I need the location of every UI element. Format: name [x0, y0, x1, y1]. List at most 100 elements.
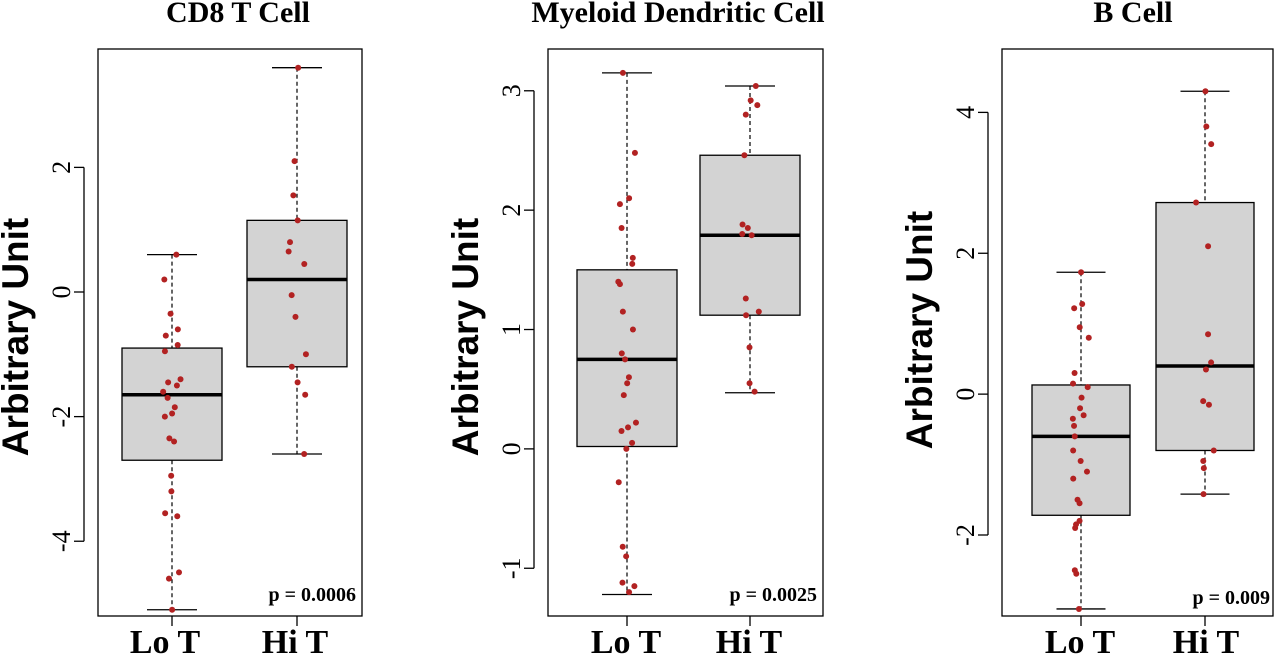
data-point	[616, 281, 623, 288]
data-point	[1076, 500, 1083, 507]
data-point	[615, 479, 622, 486]
iqr-box	[1031, 384, 1131, 516]
data-point	[632, 419, 639, 426]
x-tick-label: Hi T	[716, 624, 783, 656]
data-point	[619, 579, 626, 586]
y-tick-label: 1	[497, 323, 526, 336]
data-point	[754, 102, 761, 109]
y-tick-label: -4	[47, 530, 76, 552]
x-tick-label: Hi T	[1173, 624, 1240, 656]
data-point	[1077, 458, 1084, 465]
data-point	[629, 254, 636, 261]
data-point	[746, 380, 753, 387]
data-point	[292, 313, 299, 320]
data-point	[161, 276, 168, 283]
iqr-box	[1155, 201, 1255, 452]
data-point	[747, 97, 754, 104]
panel-cd8-t-cell: CD8 T Cell Arbitrary Unit p = 0.0006 Lo …	[0, 0, 363, 656]
data-point	[1083, 468, 1090, 475]
panel-title: Myeloid Dendritic Cell	[531, 0, 824, 29]
data-point	[616, 201, 623, 208]
data-point	[625, 374, 632, 381]
data-point	[160, 388, 167, 395]
data-point	[752, 83, 759, 90]
data-point	[288, 292, 295, 299]
data-point	[1069, 415, 1076, 422]
y-tick-label: 2	[951, 247, 980, 260]
y-tick-label: 0	[47, 286, 76, 299]
data-point	[629, 326, 636, 333]
p-value-annotation: p = 0.0025	[729, 584, 817, 606]
data-point	[618, 427, 625, 434]
data-point	[285, 248, 292, 255]
data-point	[1070, 380, 1077, 387]
data-point	[288, 363, 295, 370]
y-tick-label: 0	[951, 388, 980, 401]
data-point	[302, 351, 309, 358]
x-tick-label: Lo T	[1045, 624, 1116, 656]
data-point	[301, 260, 308, 267]
data-point	[619, 543, 626, 550]
data-point	[1071, 422, 1078, 429]
iqr-box	[246, 219, 348, 368]
data-point	[171, 438, 178, 445]
data-point	[1084, 384, 1091, 391]
data-point	[620, 392, 627, 399]
data-point	[619, 308, 626, 315]
data-point	[302, 391, 309, 398]
y-tick-label: -2	[47, 406, 76, 428]
data-point	[1076, 324, 1083, 331]
data-point	[1205, 243, 1212, 250]
data-point	[1200, 458, 1207, 465]
data-point	[1071, 370, 1078, 376]
y-tick-label: -1	[497, 557, 526, 579]
data-point	[618, 225, 625, 232]
y-tick-label: -2	[951, 524, 980, 546]
data-point	[177, 376, 184, 383]
data-point	[1205, 401, 1212, 408]
data-point	[173, 382, 180, 389]
data-point	[161, 413, 168, 420]
data-point	[625, 424, 632, 431]
data-point	[164, 394, 171, 401]
data-point	[1080, 412, 1087, 419]
data-point	[624, 380, 631, 387]
data-point	[1070, 447, 1077, 454]
data-point	[623, 553, 630, 560]
data-point	[1073, 570, 1080, 577]
plot-frame	[1001, 48, 1274, 617]
panel-title: B Cell	[1093, 0, 1172, 29]
data-point	[166, 435, 173, 442]
data-point	[1202, 88, 1209, 95]
data-point	[629, 260, 636, 267]
data-point	[1208, 359, 1215, 366]
data-point	[618, 350, 625, 357]
data-point	[746, 344, 753, 351]
data-point	[165, 379, 172, 386]
data-point	[162, 510, 169, 517]
data-point	[174, 326, 181, 333]
data-point	[739, 221, 746, 228]
panel-title: CD8 T Cell	[166, 0, 310, 29]
data-point	[161, 348, 168, 355]
data-point	[1202, 366, 1209, 373]
y-axis-label: Arbitrary Unit	[0, 218, 36, 456]
data-point	[1078, 269, 1085, 276]
data-point	[755, 308, 762, 315]
data-point	[1071, 305, 1078, 312]
data-point	[1075, 605, 1082, 612]
data-point	[751, 388, 758, 395]
p-value-annotation: p = 0.0006	[268, 584, 356, 606]
data-point	[168, 488, 175, 495]
data-point	[290, 192, 297, 199]
data-point	[301, 451, 308, 457]
data-point	[623, 445, 630, 452]
data-point	[287, 239, 294, 246]
panel-b-cell: B Cell Arbitrary Unit p = 0.009 Lo T Hi …	[899, 0, 1274, 656]
panel-myeloid-dendritic-cell: Myeloid Dendritic Cell Arbitrary Unit p …	[445, 0, 825, 656]
data-point	[168, 472, 175, 479]
data-point	[742, 111, 749, 118]
data-point	[1078, 394, 1085, 401]
data-point	[1079, 300, 1086, 307]
